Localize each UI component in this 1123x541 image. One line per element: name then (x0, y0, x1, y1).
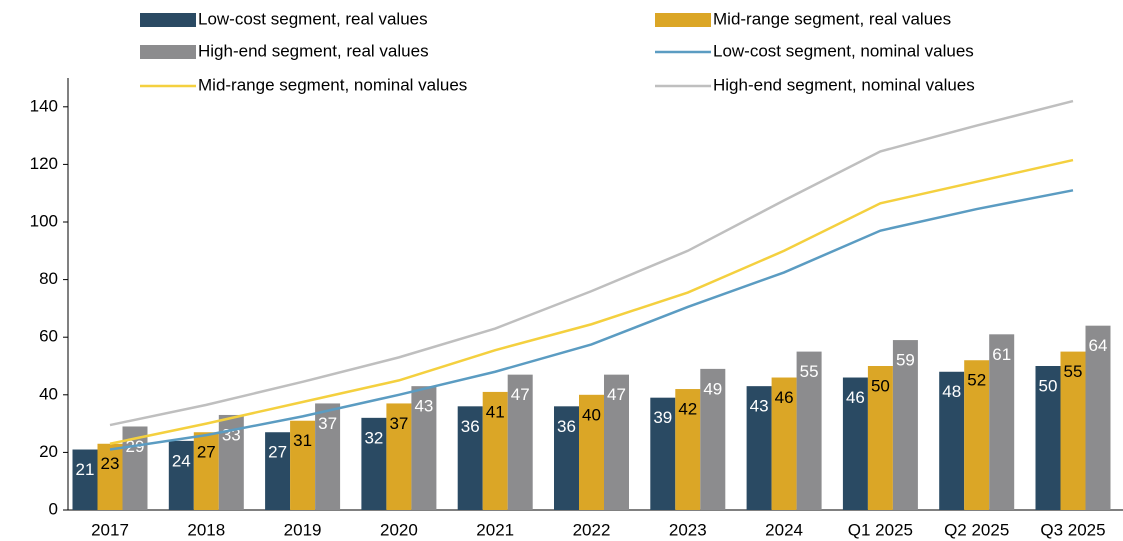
value-label: 55 (1064, 362, 1083, 381)
y-tick-label: 20 (39, 442, 58, 461)
x-tick-label: Q1 2025 (848, 520, 913, 539)
bar (746, 386, 772, 510)
line (109, 99, 1074, 427)
bar (675, 389, 701, 510)
y-tick-label: 80 (39, 269, 58, 288)
legend-label: High-end segment, nominal values (713, 75, 975, 94)
y-tick-label: 60 (39, 327, 58, 346)
bar (939, 371, 965, 510)
legend-swatch (140, 45, 196, 59)
value-label: 47 (511, 385, 530, 404)
legend-label: Low-cost segment, nominal values (713, 41, 974, 60)
bar (867, 366, 893, 510)
value-label: 47 (607, 385, 626, 404)
bar (193, 432, 219, 510)
value-label: 27 (268, 443, 287, 462)
value-label: 27 (197, 443, 216, 462)
value-label: 36 (557, 417, 576, 436)
bar (842, 377, 868, 510)
x-tick-label: 2020 (380, 520, 418, 539)
bar (989, 334, 1015, 510)
value-label: 64 (1089, 336, 1108, 355)
value-label: 50 (871, 376, 890, 395)
line (109, 158, 1074, 445)
x-tick-label: 2023 (669, 520, 707, 539)
value-label: 40 (582, 405, 601, 424)
y-tick-label: 0 (49, 499, 58, 518)
bar (457, 406, 483, 510)
value-label: 59 (896, 351, 915, 370)
value-label: 61 (992, 345, 1011, 364)
bar (892, 340, 918, 510)
bar (604, 374, 629, 510)
x-tick-label: 2021 (476, 520, 514, 539)
bar (168, 440, 194, 510)
bar (579, 394, 604, 510)
value-label: 21 (76, 460, 95, 479)
x-tick-label: 2022 (573, 520, 611, 539)
value-label: 31 (293, 431, 312, 450)
y-tick-label: 120 (30, 154, 58, 173)
x-tick-label: Q2 2025 (944, 520, 1009, 539)
value-label: 55 (800, 362, 819, 381)
value-label: 37 (318, 414, 337, 433)
value-label: 52 (967, 371, 986, 390)
bar (554, 406, 579, 510)
value-label: 46 (775, 388, 794, 407)
bar (361, 417, 387, 510)
x-tick-label: 2024 (765, 520, 803, 539)
bar (507, 374, 533, 510)
bar (290, 420, 316, 510)
bar (482, 391, 508, 510)
value-label: 46 (846, 388, 865, 407)
legend-label: Low-cost segment, real values (198, 9, 428, 28)
value-label: 43 (414, 397, 433, 416)
bar (97, 443, 123, 510)
bar (1035, 366, 1061, 510)
value-label: 41 (486, 402, 505, 421)
y-tick-label: 140 (30, 96, 58, 115)
bar (1085, 325, 1111, 510)
legend-label: Mid-range segment, real values (713, 9, 951, 28)
bar (265, 432, 291, 510)
y-tick-label: 40 (39, 384, 58, 403)
value-label: 24 (172, 451, 191, 470)
value-label: 36 (461, 417, 480, 436)
legend-swatch (655, 13, 711, 27)
bar (771, 377, 797, 510)
legend-swatch (140, 13, 196, 27)
legend-label: Mid-range segment, nominal values (198, 75, 467, 94)
x-tick-label: 2018 (187, 520, 225, 539)
bar (72, 449, 98, 510)
x-tick-label: 2019 (284, 520, 322, 539)
bar (796, 351, 822, 510)
value-label: 23 (101, 454, 120, 473)
x-tick-label: Q3 2025 (1040, 520, 1105, 539)
value-label: 49 (703, 379, 722, 398)
value-label: 39 (653, 408, 672, 427)
value-label: 48 (942, 382, 961, 401)
bar (1060, 351, 1086, 510)
value-label: 42 (678, 400, 697, 419)
line (109, 189, 1074, 451)
value-label: 43 (750, 397, 769, 416)
value-label: 50 (1039, 376, 1058, 395)
x-tick-label: 2017 (91, 520, 129, 539)
value-label: 37 (389, 414, 408, 433)
y-tick-label: 100 (30, 211, 58, 230)
value-label: 32 (364, 428, 383, 447)
bar (700, 368, 726, 510)
bar (411, 386, 437, 510)
bar (386, 403, 412, 510)
bar (964, 360, 990, 510)
bar (315, 403, 341, 510)
legend-label: High-end segment, real values (198, 41, 429, 60)
bar (650, 397, 676, 510)
